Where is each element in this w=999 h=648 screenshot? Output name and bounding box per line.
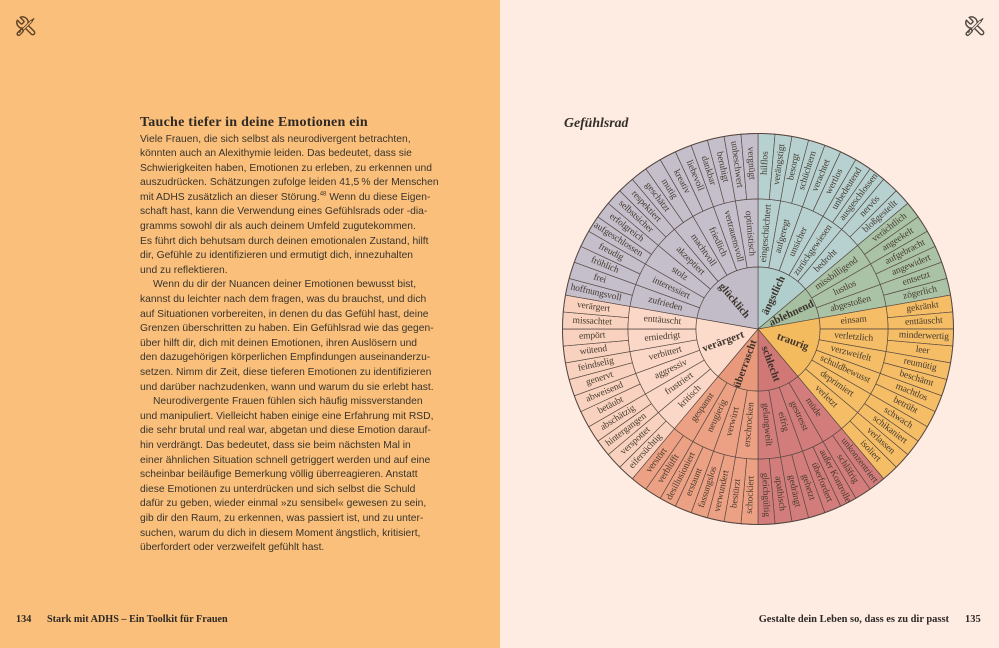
svg-text:einsam: einsam [840,314,868,326]
svg-text:verärgert: verärgert [576,300,611,314]
svg-text:erniedrigt: erniedrigt [644,330,681,343]
svg-text:wütend: wütend [579,343,608,357]
svg-text:frei: frei [592,271,608,285]
svg-text:gleichgültig: gleichgültig [759,472,771,517]
svg-text:bestürzt: bestürzt [729,477,743,508]
svg-text:optimistisch: optimistisch [742,210,756,256]
svg-text:eifrig: eifrig [775,410,791,432]
svg-text:leer: leer [915,344,931,356]
svg-text:empört: empört [578,330,605,341]
svg-text:enttäuscht: enttäuscht [643,314,682,327]
svg-text:schockiert: schockiert [744,475,756,514]
svg-text:vergnügt: vergnügt [745,146,756,180]
svg-text:apathisch: apathisch [772,475,787,511]
svg-text:gelangweilt: gelangweilt [759,402,773,446]
svg-text:missachtet: missachtet [572,315,612,327]
svg-text:erschrocken: erschrocken [742,401,756,447]
svg-text:gekränkt: gekränkt [905,300,939,314]
svg-text:minderwertig: minderwertig [898,330,949,342]
svg-text:hilflos: hilflos [758,150,770,174]
svg-text:enttäuscht: enttäuscht [904,315,942,327]
svg-text:verletzlich: verletzlich [833,330,873,343]
